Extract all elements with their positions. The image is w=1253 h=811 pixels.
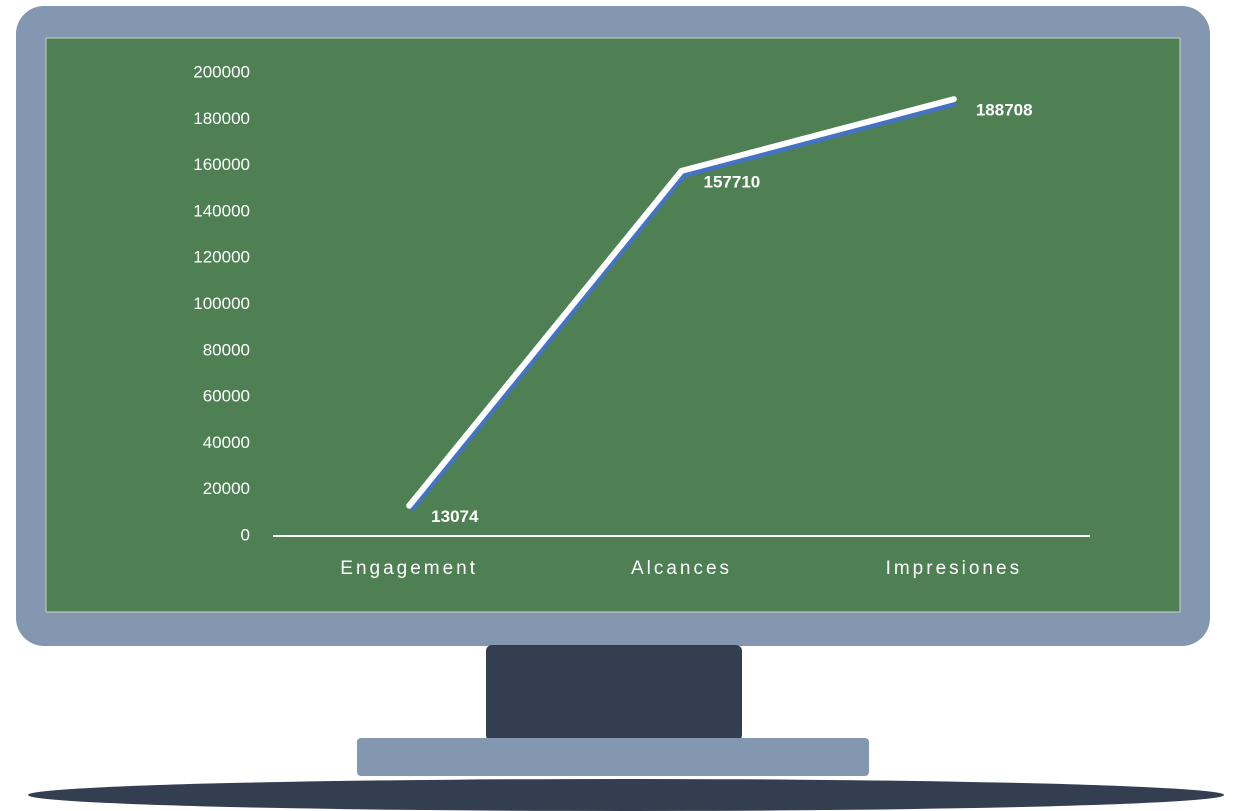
y-tick-label: 140000	[193, 201, 250, 220]
monitor-neck	[486, 645, 742, 741]
data-label: 157710	[704, 172, 761, 191]
line	[406, 96, 957, 509]
y-tick-label: 100000	[193, 294, 250, 313]
data-label: 188708	[976, 101, 1033, 120]
desk-shadow	[28, 779, 1224, 811]
x-tick-label: Alcances	[631, 558, 732, 579]
monitor-base	[357, 738, 869, 776]
y-tick-label: 80000	[203, 340, 250, 359]
x-tick-label: Impresiones	[886, 558, 1023, 579]
y-tick-label: 180000	[193, 109, 250, 128]
screen	[45, 37, 1181, 613]
y-tick-label: 160000	[193, 155, 250, 174]
y-tick-label: 200000	[193, 62, 250, 81]
y-tick-label: 40000	[203, 433, 250, 452]
chart: 0 20000 40000 60000 80000 100000 120000 140000 1…	[193, 62, 1090, 579]
y-tick-label: 60000	[203, 387, 250, 406]
x-tick-label: Engagement	[340, 558, 478, 579]
y-tick-label: 120000	[193, 248, 250, 267]
data-label: 13074	[431, 507, 479, 526]
y-tick-label: 0	[241, 525, 250, 544]
y-tick-label: 20000	[203, 479, 250, 498]
line-shadow	[408, 100, 957, 512]
